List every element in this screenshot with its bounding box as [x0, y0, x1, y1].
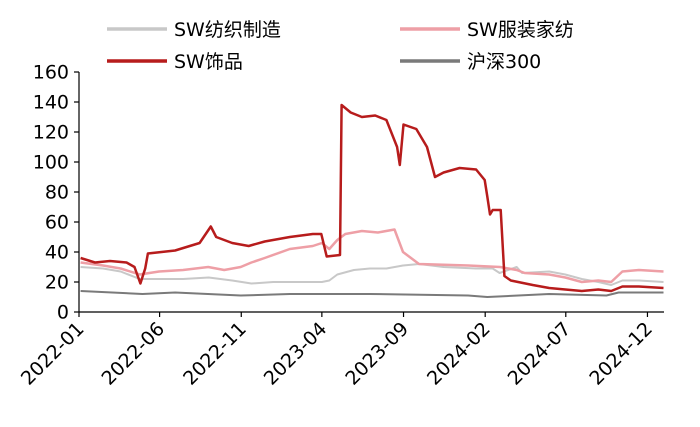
- y-tick-label: 80: [45, 182, 69, 204]
- plot-lines: [80, 103, 664, 298]
- y-tick-label: 20: [45, 272, 69, 294]
- legend-label: 沪深300: [467, 51, 541, 73]
- legend-label: SW服装家纺: [467, 19, 574, 41]
- x-axis: 2022-01 2022-06 2022-11 2023-04 2023-09 2024-…: [17, 311, 664, 390]
- x-tick-label: 2024-02: [423, 318, 495, 390]
- series-line: [80, 228, 664, 284]
- legend-item: 沪深300: [400, 51, 541, 73]
- x-tick-label: 2022-11: [179, 318, 251, 390]
- legend-item: SW纺织制造: [107, 19, 281, 41]
- x-tick-label: 2023-09: [341, 318, 413, 390]
- x-tick-label: 2022-06: [97, 318, 169, 390]
- legend: SW纺织制造 SW服装家纺 SW饰品 沪深300: [107, 19, 574, 73]
- x-tick-label: 2024-12: [585, 318, 657, 390]
- y-tick-label: 140: [33, 92, 69, 114]
- legend-label: SW纺织制造: [174, 19, 281, 41]
- x-tick-label: 2022-01: [17, 318, 89, 390]
- series-line: [80, 290, 664, 298]
- legend-item: SW服装家纺: [400, 19, 574, 41]
- y-tick-label: 40: [45, 242, 69, 264]
- y-tick-label: 120: [33, 122, 69, 144]
- legend-item: SW饰品: [107, 51, 243, 73]
- x-tick-label: 2023-04: [260, 318, 332, 390]
- series-line: [80, 103, 664, 293]
- y-tick-label: 100: [33, 152, 69, 174]
- legend-label: SW饰品: [174, 51, 243, 73]
- y-tick-label: 0: [57, 302, 69, 324]
- x-tick-label: 2024-07: [504, 318, 576, 390]
- series-line: [80, 263, 664, 286]
- y-axis: 0 20 40 60 80 100 120 140 160: [33, 62, 80, 324]
- y-tick-label: 60: [45, 212, 69, 234]
- y-tick-label: 160: [33, 62, 69, 84]
